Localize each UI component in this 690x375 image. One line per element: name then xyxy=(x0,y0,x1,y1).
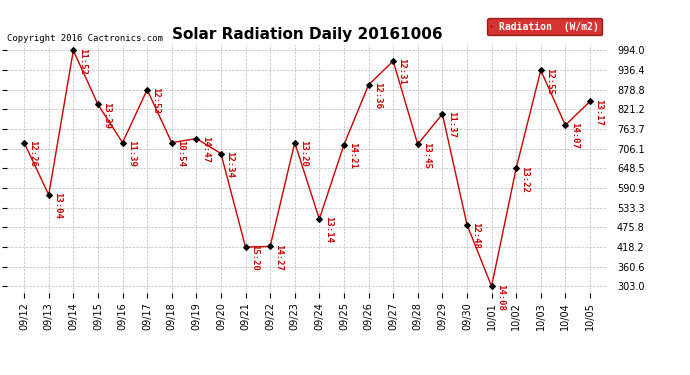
Point xyxy=(388,58,399,64)
Text: 11:39: 11:39 xyxy=(127,140,136,167)
Text: 13:20: 13:20 xyxy=(299,140,308,167)
Point xyxy=(141,87,152,93)
Text: 12:26: 12:26 xyxy=(28,140,37,167)
Point xyxy=(92,101,104,107)
Text: 13:39: 13:39 xyxy=(102,102,111,129)
Point xyxy=(68,48,79,54)
Point xyxy=(215,150,226,156)
Point xyxy=(117,140,128,146)
Point xyxy=(363,82,374,88)
Point xyxy=(511,165,522,171)
Point xyxy=(265,243,276,249)
Point xyxy=(191,135,202,141)
Text: 14:07: 14:07 xyxy=(570,123,579,149)
Point xyxy=(19,140,30,146)
Text: 14:08: 14:08 xyxy=(496,284,505,310)
Text: 13:04: 13:04 xyxy=(53,192,62,219)
Point xyxy=(314,216,325,222)
Point xyxy=(584,98,595,104)
Text: 13:14: 13:14 xyxy=(324,216,333,243)
Point xyxy=(412,141,423,147)
Point xyxy=(462,222,473,228)
Point xyxy=(166,140,177,146)
Text: 12:53: 12:53 xyxy=(152,87,161,114)
Text: 14:21: 14:21 xyxy=(348,142,357,169)
Text: 13:17: 13:17 xyxy=(594,99,604,126)
Text: 11:37: 11:37 xyxy=(447,111,456,138)
Point xyxy=(240,244,251,250)
Text: 15:20: 15:20 xyxy=(250,244,259,271)
Text: 12:55: 12:55 xyxy=(545,68,554,94)
Text: 12:34: 12:34 xyxy=(226,151,235,178)
Point xyxy=(43,192,55,198)
Text: 11:52: 11:52 xyxy=(78,48,87,75)
Text: 12:48: 12:48 xyxy=(471,222,480,249)
Point xyxy=(338,142,349,148)
Point xyxy=(560,122,571,128)
Legend: Radiation  (W/m2): Radiation (W/m2) xyxy=(487,18,602,36)
Point xyxy=(437,111,448,117)
Text: 13:22: 13:22 xyxy=(520,165,530,192)
Text: 12:31: 12:31 xyxy=(397,58,406,85)
Point xyxy=(535,67,546,73)
Text: 12:36: 12:36 xyxy=(373,82,382,109)
Text: 14:27: 14:27 xyxy=(275,244,284,270)
Text: 14:47: 14:47 xyxy=(201,136,210,163)
Title: Solar Radiation Daily 20161006: Solar Radiation Daily 20161006 xyxy=(172,27,442,42)
Text: Copyright 2016 Cactronics.com: Copyright 2016 Cactronics.com xyxy=(7,33,163,42)
Point xyxy=(289,140,300,146)
Text: 13:45: 13:45 xyxy=(422,142,431,168)
Text: 10:54: 10:54 xyxy=(176,140,185,167)
Point xyxy=(486,284,497,290)
